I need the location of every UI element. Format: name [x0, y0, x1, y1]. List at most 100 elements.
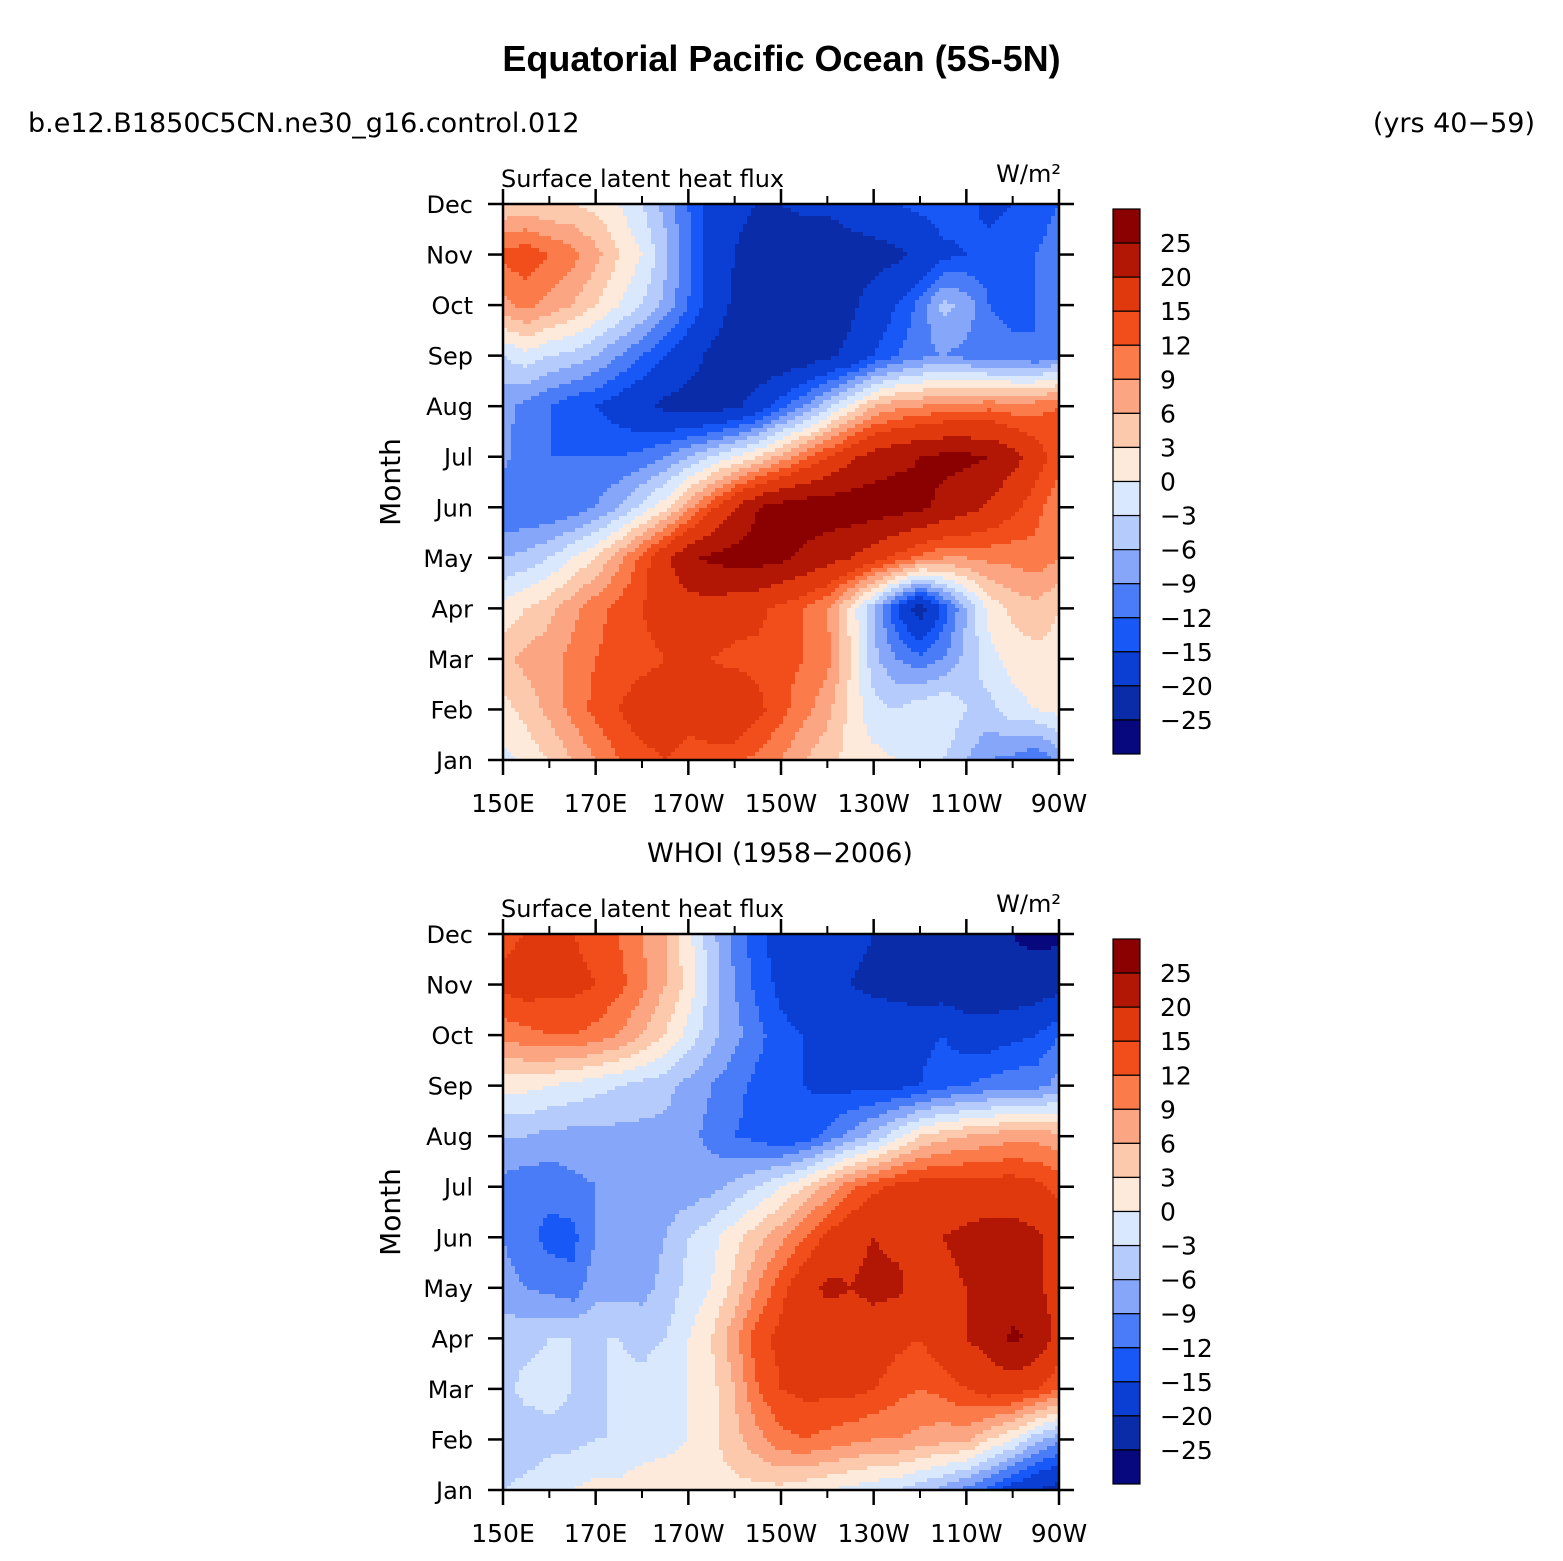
heatmap-cell [511, 220, 516, 225]
heatmap-cell [983, 244, 988, 249]
heatmap-cell [963, 236, 968, 241]
heatmap-cell [947, 220, 952, 225]
heatmap-cell [991, 240, 996, 245]
heatmap-cell [807, 212, 812, 217]
heatmap-cell [811, 248, 816, 253]
heatmap-cell [1007, 216, 1012, 221]
heatmap-cell [531, 236, 536, 241]
heatmap-cell [763, 212, 768, 217]
heatmap-cell [651, 240, 656, 245]
heatmap-cell [819, 236, 824, 241]
heatmap-cell [887, 212, 892, 217]
heatmap-field [503, 204, 1060, 761]
heatmap-cell [575, 224, 580, 229]
heatmap-cell [695, 228, 700, 233]
heatmap-cell [991, 212, 996, 217]
heatmap-cell [779, 208, 784, 213]
heatmap-cell [971, 228, 976, 233]
heatmap-cell [547, 220, 552, 225]
heatmap-cell [615, 216, 620, 221]
heatmap-cell [831, 228, 836, 233]
heatmap-cell [943, 228, 948, 233]
heatmap-cell [703, 240, 708, 245]
heatmap-cell [599, 244, 604, 249]
heatmap-cell [863, 212, 868, 217]
heatmap-cell [731, 216, 736, 221]
heatmap-cell [1023, 244, 1028, 249]
heatmap-cell [1019, 240, 1024, 245]
heatmap-cell [519, 228, 524, 233]
heatmap-cell [783, 248, 788, 253]
heatmap-cell [831, 216, 836, 221]
heatmap-cell [755, 240, 760, 245]
heatmap-cell [727, 224, 732, 229]
heatmap-cell [871, 220, 876, 225]
heatmap-cell [835, 232, 840, 237]
heatmap-cell [679, 216, 684, 221]
heatmap-cell [783, 212, 788, 217]
heatmap-cell [635, 240, 640, 245]
heatmap-cell [923, 220, 928, 225]
heatmap-cell [843, 248, 848, 253]
heatmap-cell [951, 244, 956, 249]
heatmap-cell [851, 236, 856, 241]
heatmap-cell [1015, 232, 1020, 237]
heatmap-cell [659, 240, 664, 245]
heatmap-cell [687, 224, 692, 229]
heatmap-cell [763, 240, 768, 245]
heatmap-cell [939, 220, 944, 225]
heatmap-cell [815, 208, 820, 213]
heatmap-cell [583, 208, 588, 213]
heatmap-cell [1019, 244, 1024, 249]
heatmap-cell [523, 228, 528, 233]
heatmap-cell [695, 232, 700, 237]
heatmap-cell [811, 208, 816, 213]
heatmap-cell [935, 248, 940, 253]
heatmap-cell [675, 208, 680, 213]
heatmap-cell [727, 236, 732, 241]
heatmap-cell [595, 224, 600, 229]
heatmap-cell [543, 224, 548, 229]
heatmap-cell [543, 228, 548, 233]
heatmap-cell [759, 236, 764, 241]
heatmap-cell [611, 208, 616, 213]
heatmap-cell [563, 220, 568, 225]
heatmap-cell [571, 236, 576, 241]
heatmap-cell [567, 236, 572, 241]
heatmap-cell [851, 212, 856, 217]
heatmap-cell [1035, 244, 1040, 249]
heatmap-cell [827, 216, 832, 221]
heatmap-cell [671, 216, 676, 221]
heatmap-cell [739, 252, 744, 257]
heatmap-cell [979, 244, 984, 249]
heatmap-cell [539, 224, 544, 229]
heatmap-cell [727, 216, 732, 221]
heatmap-cell [715, 236, 720, 241]
heatmap-cell [867, 224, 872, 229]
heatmap-cell [683, 236, 688, 241]
heatmap-cell [727, 248, 732, 253]
heatmap-cell [535, 228, 540, 233]
heatmap-cell [931, 208, 936, 213]
heatmap-cell [803, 208, 808, 213]
heatmap-cell [895, 208, 900, 213]
heatmap-cell [771, 252, 776, 257]
heatmap-cell [623, 212, 628, 217]
heatmap-cell [667, 232, 672, 237]
heatmap-cell [719, 208, 724, 213]
heatmap-cell [703, 216, 708, 221]
heatmap-cell [739, 220, 744, 225]
heatmap-cell [663, 244, 668, 249]
heatmap-cell [891, 212, 896, 217]
heatmap-cell [847, 212, 852, 217]
heatmap-cell [711, 208, 716, 213]
heatmap-cell [831, 244, 836, 249]
heatmap-cell [879, 216, 884, 221]
heatmap-cell [1003, 248, 1008, 253]
heatmap-cell [699, 244, 704, 249]
heatmap-cell [635, 220, 640, 225]
heatmap-cell [947, 208, 952, 213]
heatmap-cell [683, 240, 688, 245]
heatmap-cell [815, 212, 820, 217]
heatmap-cell [799, 248, 804, 253]
